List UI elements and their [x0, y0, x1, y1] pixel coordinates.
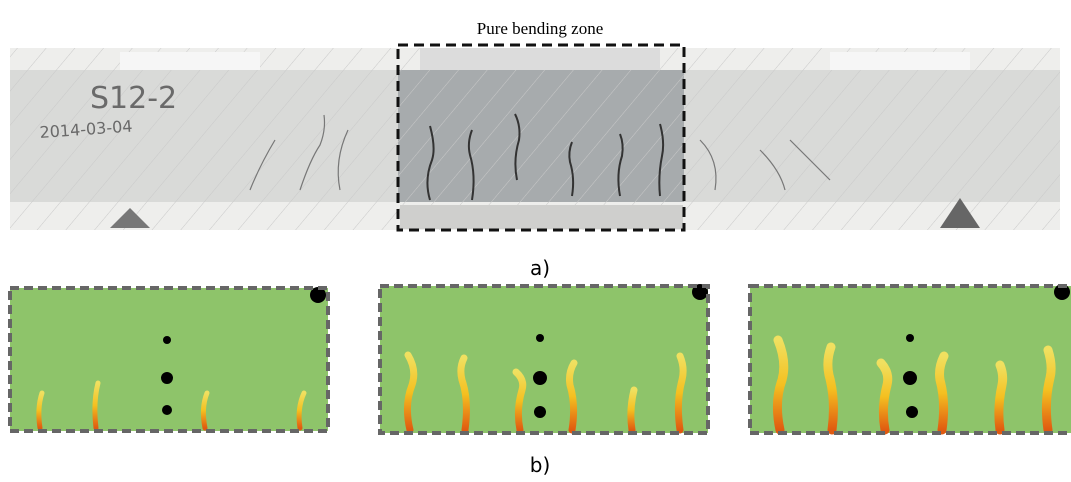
dic-panel-1: [10, 287, 328, 431]
dic-panel-2: [380, 284, 708, 433]
specimen-id: S12-2: [90, 81, 177, 116]
caption-a: a): [530, 256, 550, 280]
beam-photo: S12-2 2014-03-04: [10, 45, 1060, 230]
dic-panel-3: [750, 284, 1071, 433]
zone-label: Pure bending zone: [477, 19, 604, 38]
caption-b: b): [530, 453, 551, 477]
figure: S12-2 2014-03-04 Pure bending zone a): [0, 0, 1071, 482]
